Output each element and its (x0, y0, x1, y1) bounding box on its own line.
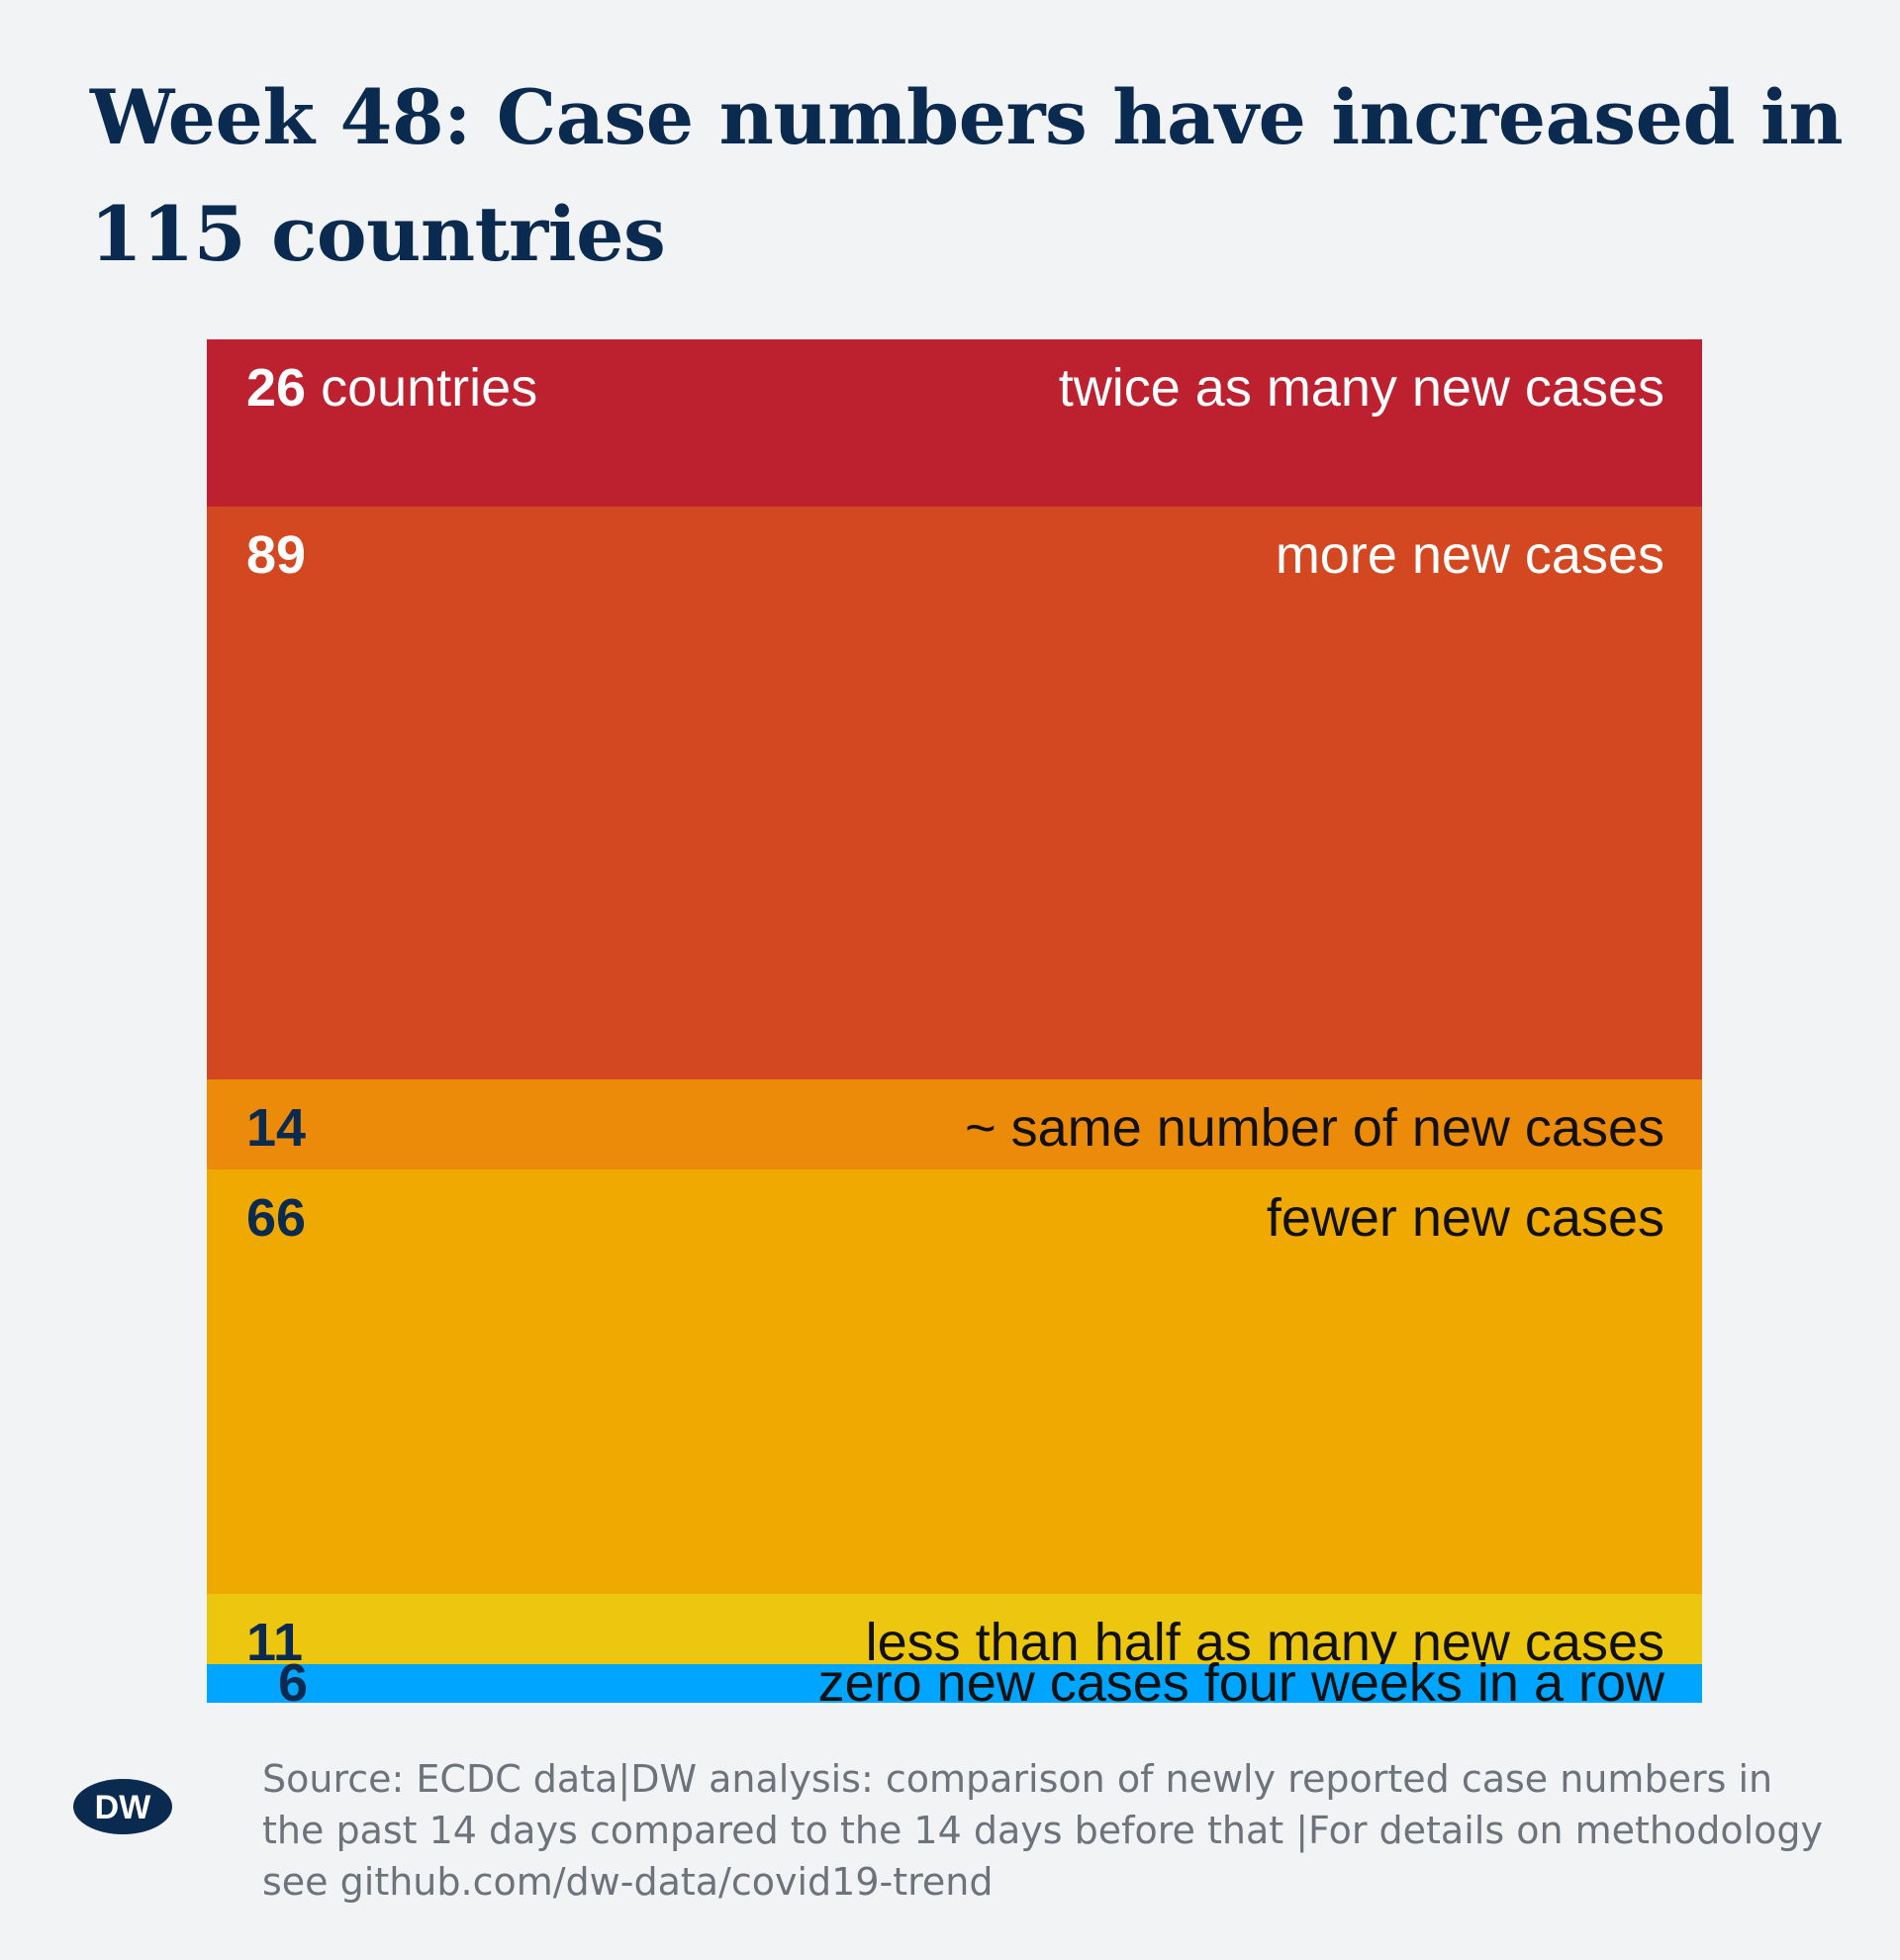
bar-value: 6 (278, 1652, 309, 1713)
dw-logo-icon: DW (73, 1779, 172, 1834)
category-label: ~ same number of new cases (965, 1097, 1664, 1158)
category-label: fewer new cases (1266, 1187, 1664, 1248)
stacked-bar-chart: 26 countries twice as many new cases 89 mor… (207, 339, 1702, 1710)
bar-segment: 66 fewer new cases (207, 1168, 1702, 1594)
bar-value: 14 (246, 1097, 307, 1158)
bar-value-label: 14 (246, 1101, 306, 1155)
count-unit: countries (306, 358, 538, 418)
bar-value-label: 66 (246, 1191, 306, 1245)
bar-value: 89 (246, 525, 307, 585)
bar-segment: 89 more new cases (207, 507, 1702, 1079)
logo-text: DW (95, 1789, 152, 1826)
bar-value-label: 6 (278, 1656, 308, 1710)
bar-segment: 11 less than half as many new cases (207, 1593, 1702, 1669)
bar-segment: 26 countries twice as many new cases (207, 339, 1702, 507)
bar-segment: 14 ~ same number of new cases (207, 1078, 1702, 1169)
bar-value: 66 (246, 1187, 307, 1248)
category-label: twice as many new cases (1058, 358, 1664, 418)
bar-segment: 6 zero new cases four weeks in a row (207, 1656, 1702, 1710)
category-label: less than half as many new cases (865, 1612, 1664, 1672)
bar-value: 26 (246, 358, 307, 418)
bar-value-label: 26 countries (246, 361, 537, 415)
source-note: Source: ECDC data|DW analysis: compariso… (262, 1757, 1824, 1904)
bar-value-label: 89 (246, 528, 306, 582)
category-label: more new cases (1275, 525, 1664, 585)
chart-title: Week 48: Case numbers have increased in … (90, 73, 1844, 278)
category-label: zero new cases four weeks in a row (817, 1652, 1664, 1713)
bar-value-label: 11 (246, 1616, 303, 1669)
bar-value: 11 (246, 1612, 304, 1672)
